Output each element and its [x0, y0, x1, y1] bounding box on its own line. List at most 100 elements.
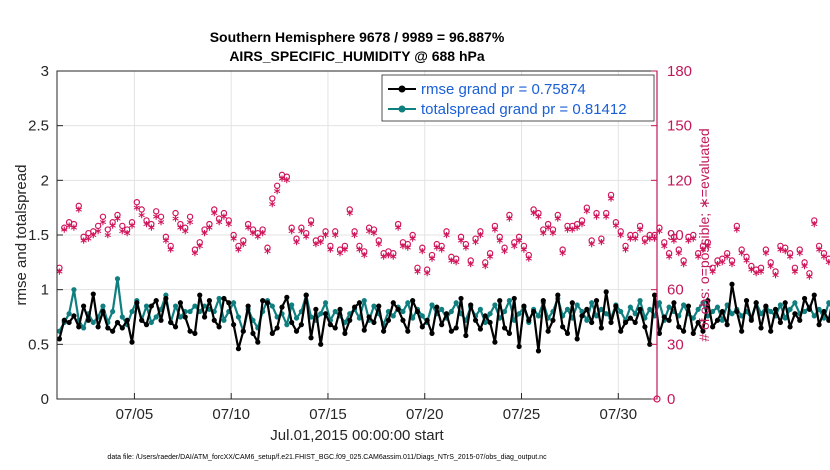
series-point: [569, 300, 575, 306]
series-point: [129, 339, 135, 345]
obs-evaluated-marker: *: [138, 211, 145, 226]
series-point: [487, 311, 493, 317]
obs-possible-marker: [186, 213, 194, 220]
obs-evaluated-marker: *: [501, 247, 508, 262]
series-point: [763, 303, 769, 309]
series-point: [613, 303, 619, 309]
obs-possible-marker: [530, 206, 537, 213]
obs-possible-marker: [182, 224, 189, 231]
obs-possible-marker: [748, 262, 755, 270]
series-point: [642, 324, 648, 330]
obs-evaluated-marker: *: [545, 224, 552, 239]
y-left-tick-label: 1: [41, 282, 49, 299]
data-file-footnote: data file: /Users/raeder/DAI/ATM_forcXX/…: [107, 454, 547, 461]
series-point: [608, 319, 614, 326]
series-point: [71, 287, 77, 293]
series-point: [753, 300, 759, 306]
obs-evaluated-marker: *: [806, 273, 813, 288]
obs-evaluated-marker: *: [375, 240, 382, 255]
obs-evaluated-marker: *: [738, 249, 745, 264]
obs-evaluated-marker: *: [598, 238, 605, 253]
x-tick-label: 07/25: [503, 406, 541, 423]
series-point: [501, 325, 508, 331]
obs-evaluated-marker: *: [371, 229, 378, 244]
series-point: [342, 330, 348, 336]
series-point: [787, 324, 793, 330]
series-point: [332, 325, 338, 331]
series-point: [535, 313, 542, 319]
obs-evaluated-marker: *: [221, 213, 228, 228]
series-point: [318, 341, 324, 347]
obs-evaluated-marker: *: [279, 174, 286, 189]
series-point: [710, 308, 716, 315]
series-point: [405, 300, 411, 306]
series-point: [226, 300, 232, 306]
obs-evaluated-marker: *: [448, 256, 455, 271]
series-point: [419, 324, 425, 330]
series-point: [758, 325, 764, 331]
obs-possible-marker: [520, 242, 528, 250]
series-point: [666, 304, 672, 310]
obs-possible-marker: [612, 219, 620, 226]
series-point: [134, 300, 140, 306]
obs-possible-marker: [143, 217, 150, 224]
obs-possible-marker: [109, 219, 116, 226]
obs-possible-marker: [544, 220, 552, 228]
obs-evaluated-marker: *: [182, 227, 189, 242]
series-point: [719, 317, 725, 323]
obs-possible-marker: [259, 226, 266, 233]
series-point: [110, 328, 116, 334]
obs-possible-marker: [293, 235, 300, 242]
obs-possible-marker: [298, 224, 305, 231]
series-point: [303, 292, 309, 298]
obs-evaluated-marker: *: [825, 258, 830, 273]
series-point: [768, 308, 774, 315]
obs-possible-marker: [588, 237, 595, 244]
series-point: [506, 330, 513, 336]
series-point: [143, 322, 150, 328]
obs-possible-marker: [694, 250, 702, 257]
series-point: [429, 302, 435, 308]
obs-possible-marker: [370, 226, 378, 233]
series-point: [574, 302, 580, 308]
obs-evaluated-marker: *: [80, 236, 87, 251]
series-point: [163, 295, 169, 302]
x-tick-label: 07/10: [212, 406, 250, 423]
obs-possible-marker: [423, 266, 431, 273]
obs-evaluated-marker: *: [559, 249, 566, 264]
series-point: [492, 339, 498, 345]
series-point: [279, 304, 285, 310]
obs-possible-marker: [723, 250, 731, 257]
obs-possible-marker: [332, 228, 339, 235]
series-point: [148, 303, 154, 309]
obs-possible-marker: [269, 195, 276, 202]
obs-evaluated-marker: *: [496, 236, 503, 251]
series-point: [182, 314, 188, 320]
series-point: [221, 317, 227, 323]
obs-possible-marker: [482, 259, 489, 266]
series-point: [603, 311, 609, 317]
series-point: [177, 300, 183, 306]
obs-evaluated-marker: *: [71, 224, 78, 239]
obs-possible-marker: [511, 239, 518, 246]
obs-evaluated-marker: *: [748, 265, 755, 280]
obs-evaluated-marker: *: [337, 249, 344, 264]
obs-possible-marker: [762, 246, 770, 253]
obs-evaluated-marker: *: [641, 238, 648, 253]
series-point: [676, 324, 682, 330]
series-point: [366, 314, 372, 320]
obs-evaluated-marker: *: [506, 214, 513, 229]
obs-evaluated-marker: *: [491, 225, 498, 240]
series-point: [337, 306, 343, 312]
obs-evaluated-marker: *: [385, 251, 392, 266]
obs-possible-marker: [719, 255, 726, 262]
obs-evaluated-marker: *: [787, 253, 794, 268]
series-point: [768, 328, 774, 334]
obs-evaluated-marker: *: [196, 242, 203, 257]
obs-possible-marker: [90, 228, 97, 235]
obs-possible-marker: [457, 233, 465, 241]
series-point: [584, 306, 590, 312]
obs-possible-marker: [211, 206, 218, 213]
series-point: [579, 313, 585, 319]
obs-evaluated-marker: *: [574, 224, 581, 239]
